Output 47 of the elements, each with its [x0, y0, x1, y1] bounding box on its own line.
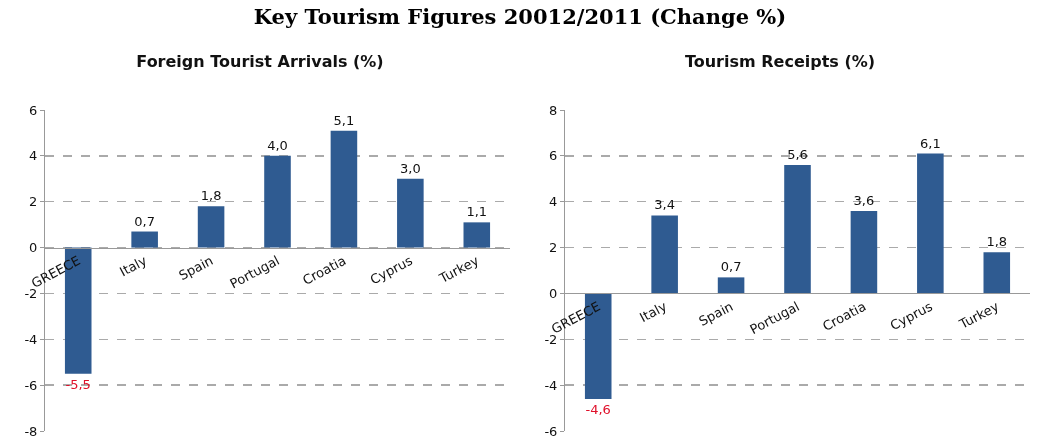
y-tick-label: -6: [544, 423, 558, 439]
data-label: 3,0: [400, 160, 421, 176]
y-tick-label: 8: [549, 102, 558, 118]
data-label: 6,1: [920, 135, 941, 151]
y-tick-label: 4: [29, 148, 38, 164]
bar: [463, 222, 491, 248]
bar: [197, 206, 225, 248]
y-tick-label: 4: [549, 194, 558, 210]
bar: [264, 155, 291, 248]
chart-title: Foreign Tourist Arrivals (%): [136, 52, 384, 72]
data-label: 0,7: [720, 259, 742, 275]
data-label: 5,6: [787, 147, 808, 163]
bar: [131, 231, 158, 248]
y-tick-label: -4: [24, 331, 38, 347]
bar: [717, 277, 745, 294]
data-label: 3,4: [654, 197, 675, 213]
data-label: 1,8: [200, 188, 222, 204]
data-label: 1,8: [986, 234, 1008, 250]
y-tick-label: -6: [24, 377, 38, 393]
x-tick-label: Italy: [117, 252, 150, 280]
bar: [850, 210, 878, 294]
data-label: 5,1: [333, 112, 355, 128]
data-label: 0,7: [134, 213, 155, 229]
x-tick-label: Spain: [176, 252, 216, 284]
y-tick-label: -8: [24, 423, 38, 439]
y-tick-label: 0: [549, 285, 558, 301]
data-label: 4,0: [267, 137, 288, 153]
y-tick-label: 2: [549, 240, 558, 256]
x-tick-label: Italy: [637, 298, 670, 326]
data-label: 1,1: [466, 204, 488, 220]
y-tick-label: 0: [29, 240, 38, 256]
chart-title: Tourism Receipts (%): [684, 52, 876, 72]
bar: [917, 153, 944, 294]
y-tick-label: 2: [29, 194, 38, 210]
data-label: -4,6: [585, 401, 611, 417]
x-tick-label: Spain: [696, 298, 736, 329]
bar: [330, 130, 358, 248]
bar: [397, 178, 424, 248]
bar: [983, 252, 1011, 294]
data-label: -5,5: [65, 376, 91, 392]
bar: [784, 165, 811, 294]
text: Key Tourism Figures 20012/2011 (Change %): [0, 0, 1040, 43]
y-tick-label: 6: [29, 102, 38, 118]
y-tick-label: -4: [544, 377, 558, 393]
y-tick-label: 6: [549, 148, 558, 164]
bar: [651, 215, 678, 294]
data-label: 3,6: [853, 192, 875, 208]
